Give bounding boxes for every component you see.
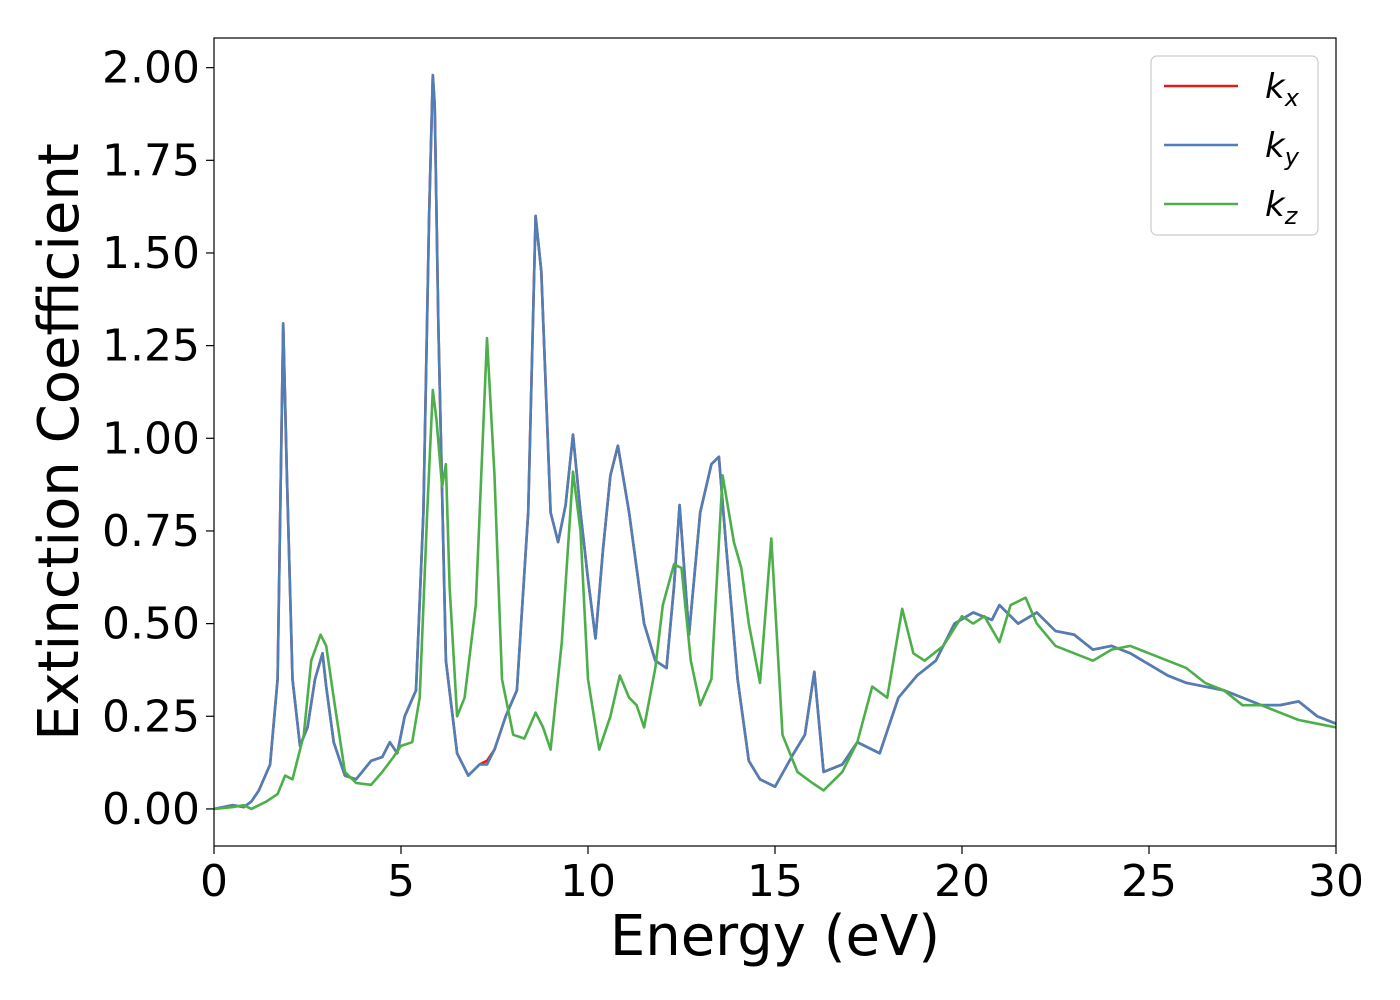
y-tick-label: 0.50 <box>102 599 200 650</box>
y-axis: 0.00 0.25 0.50 0.75 1.00 1.25 1.50 1.75 2.00 <box>102 43 214 835</box>
x-tick-label: 25 <box>1121 856 1177 907</box>
plot-background <box>214 38 1336 846</box>
y-tick-label: 1.00 <box>102 413 200 464</box>
legend-label-z: kz <box>1265 185 1299 230</box>
y-tick-label: 1.50 <box>102 228 200 279</box>
x-tick-label: 20 <box>934 856 990 907</box>
legend-label-x: kx <box>1265 67 1300 112</box>
y-axis-title: Extinction Coefficient <box>27 143 92 741</box>
legend: kx ky kz <box>1150 55 1319 236</box>
legend-label-y: ky <box>1265 126 1300 171</box>
series-line-y <box>214 73 1336 811</box>
x-axis: 0 5 10 15 20 25 30 <box>200 846 1364 907</box>
y-tick-label: 0.00 <box>102 784 200 835</box>
y-tick-label: 1.25 <box>102 321 200 372</box>
x-tick-label: 5 <box>387 856 415 907</box>
y-tick-label: 0.25 <box>102 691 200 742</box>
x-tick-label: 0 <box>200 856 228 907</box>
y-tick-label: 0.75 <box>102 506 200 557</box>
x-tick-label: 30 <box>1308 856 1364 907</box>
x-tick-label: 10 <box>560 856 616 907</box>
y-tick-label: 1.75 <box>102 135 200 186</box>
x-axis-title: Energy (eV) <box>610 904 940 969</box>
series-line-z <box>214 336 1336 811</box>
y-tick-label: 2.00 <box>102 43 200 94</box>
series-layer <box>214 73 1336 811</box>
x-tick-label: 15 <box>747 856 803 907</box>
